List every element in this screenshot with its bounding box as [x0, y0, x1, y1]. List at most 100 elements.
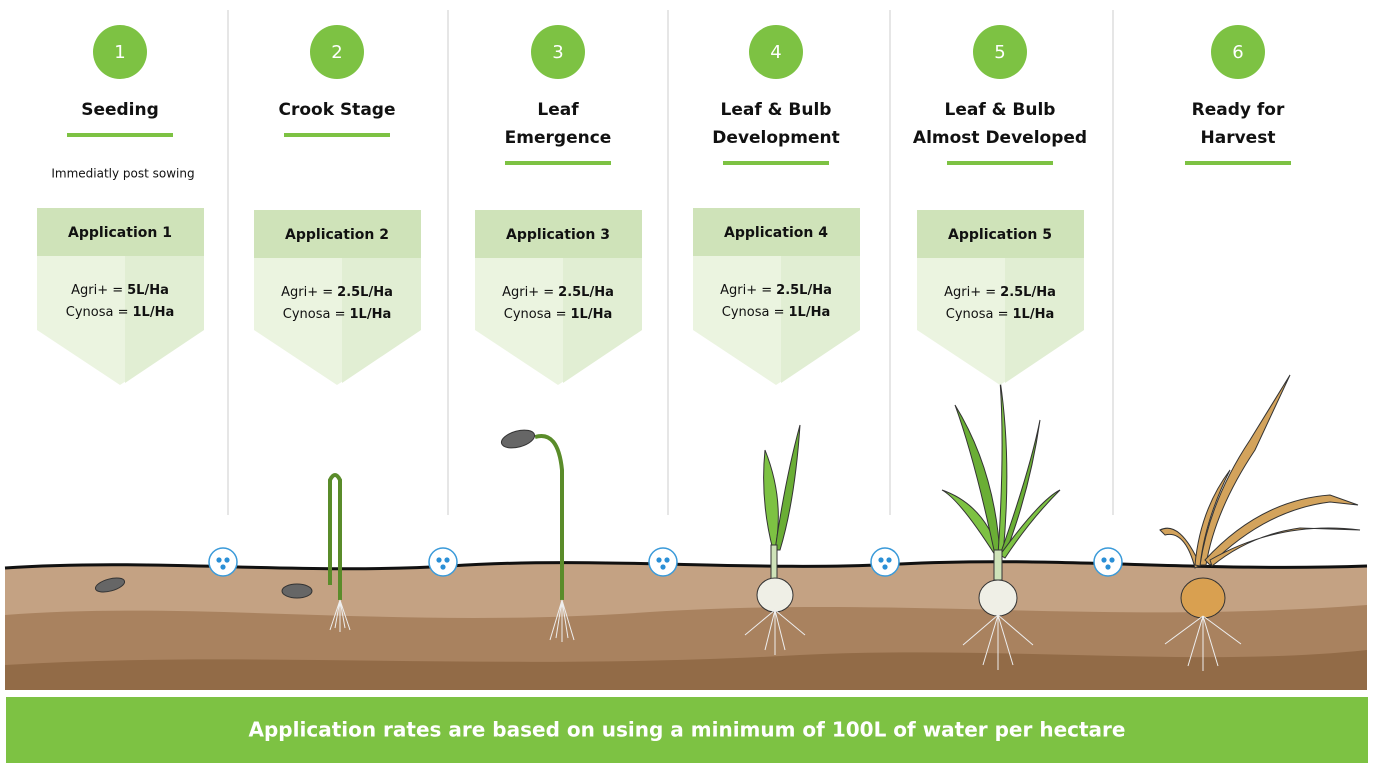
step-circle: [531, 25, 585, 79]
title-underline: [505, 161, 611, 165]
rate-line: Cynosa = 1L/Ha: [504, 307, 612, 322]
plants: [94, 374, 1361, 671]
rate-label: Agri+ =: [720, 283, 772, 298]
rate-value: 2.5L/Ha: [1000, 285, 1056, 300]
drop: [220, 564, 226, 570]
drop: [1101, 557, 1107, 563]
rate-line: Cynosa = 1L/Ha: [66, 305, 174, 320]
dividers: [227, 10, 1114, 515]
drop: [886, 557, 892, 563]
stage-title: Leaf & Bulb: [721, 100, 832, 120]
rate-line: Cynosa = 1L/Ha: [283, 307, 391, 322]
title-underline: [284, 133, 390, 137]
rate-value: 1L/Ha: [571, 307, 613, 322]
step-number: 2: [331, 42, 342, 63]
rate-line: Cynosa = 1L/Ha: [946, 307, 1054, 322]
step-circle: [973, 25, 1027, 79]
drop: [444, 557, 450, 563]
stage-title: Seeding: [81, 100, 159, 120]
application-header: [693, 208, 860, 256]
rate-label: Cynosa =: [722, 305, 785, 320]
stage-title: Leaf & Bulb: [945, 100, 1056, 120]
rate-value: 1L/Ha: [133, 305, 175, 320]
application-title: Application 4: [724, 225, 828, 241]
application-shade: [781, 256, 860, 383]
rate-value: 2.5L/Ha: [337, 285, 393, 300]
application-header: [475, 210, 642, 258]
step-circle: [749, 25, 803, 79]
drop-badge: [428, 547, 458, 577]
rate-line: Agri+ = 2.5L/Ha: [502, 285, 614, 300]
application-header: [254, 210, 421, 258]
step-number: 6: [1232, 42, 1243, 63]
stage-title: Crook Stage: [279, 100, 396, 120]
application-shade: [342, 258, 421, 383]
stage-title: Harvest: [1201, 128, 1276, 148]
stage-title: Leaf: [537, 100, 579, 120]
drop: [878, 557, 884, 563]
footer-band: [6, 697, 1368, 763]
step-circle: [1211, 25, 1265, 79]
step-number: 4: [770, 42, 781, 63]
application-shade: [1005, 258, 1084, 383]
rate-value: 1L/Ha: [1013, 307, 1055, 322]
stage-title: Development: [712, 128, 839, 148]
drop: [1105, 564, 1111, 570]
step-circle: [93, 25, 147, 79]
rate-label: Agri+ =: [944, 285, 996, 300]
rate-label: Agri+ =: [502, 285, 554, 300]
rate-line: Agri+ = 5L/Ha: [71, 283, 169, 298]
rate-value: 2.5L/Ha: [558, 285, 614, 300]
application-shade: [125, 256, 204, 383]
drop: [664, 557, 670, 563]
application-title: Application 1: [68, 225, 172, 241]
drop: [660, 564, 666, 570]
drop: [436, 557, 442, 563]
rate-value: 5L/Ha: [127, 283, 169, 298]
rate-value: 1L/Ha: [350, 307, 392, 322]
footer-text: Application rates are based on using a m…: [249, 718, 1126, 742]
application-header: [917, 210, 1084, 258]
rate-value: 1L/Ha: [789, 305, 831, 320]
rate-label: Cynosa =: [66, 305, 129, 320]
step-circle: [310, 25, 364, 79]
rate-line: Agri+ = 2.5L/Ha: [720, 283, 832, 298]
water-drops: [208, 547, 1123, 577]
rate-label: Agri+ =: [281, 285, 333, 300]
step-number: 3: [552, 42, 563, 63]
stage-title: Ready for: [1192, 100, 1285, 120]
drop: [1109, 557, 1115, 563]
drop: [882, 564, 888, 570]
title-underline: [67, 133, 173, 137]
step-number: 1: [114, 42, 125, 63]
drop: [224, 557, 230, 563]
stage-note: Immediatly post sowing: [51, 167, 194, 181]
drop-badge: [648, 547, 678, 577]
drop: [440, 564, 446, 570]
title-underline: [1185, 161, 1291, 165]
drop: [216, 557, 222, 563]
rate-label: Cynosa =: [946, 307, 1009, 322]
application-title: Application 5: [948, 227, 1052, 243]
rate-value: 2.5L/Ha: [776, 283, 832, 298]
rate-line: Agri+ = 2.5L/Ha: [281, 285, 393, 300]
drop-badge: [208, 547, 238, 577]
step-number: 5: [994, 42, 1005, 63]
rate-line: Cynosa = 1L/Ha: [722, 305, 830, 320]
title-underline: [723, 161, 829, 165]
stages: 1 Seeding Immediatly post sowing Applicatio…: [37, 25, 1291, 385]
drop-badge: [1093, 547, 1123, 577]
drop-badge: [870, 547, 900, 577]
stage-title: Emergence: [505, 128, 612, 148]
soil-bottom: [5, 650, 1367, 690]
stage-title: Almost Developed: [913, 128, 1087, 148]
title-underline: [947, 161, 1053, 165]
application-title: Application 3: [506, 227, 610, 243]
drop: [656, 557, 662, 563]
rate-line: Agri+ = 2.5L/Ha: [944, 285, 1056, 300]
rate-label: Cynosa =: [504, 307, 567, 322]
application-title: Application 2: [285, 227, 389, 243]
rate-label: Cynosa =: [283, 307, 346, 322]
rate-label: Agri+ =: [71, 283, 123, 298]
